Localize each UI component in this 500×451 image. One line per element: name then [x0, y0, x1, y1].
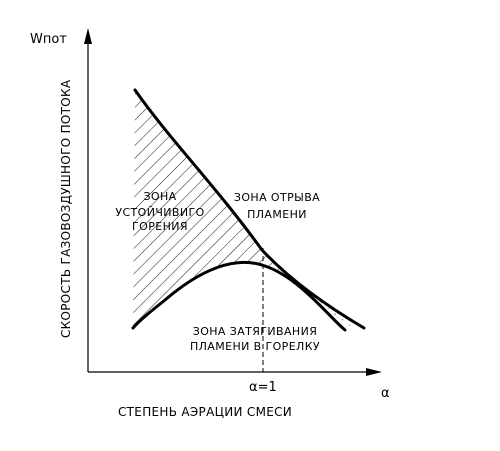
- stable-zone-label: ЗОНА УСТОЙЧИВИГО ГОРЕНИЯ: [115, 190, 204, 233]
- axes: [84, 28, 382, 376]
- stable-zone-line-2: УСТОЙЧИВИГО: [115, 206, 204, 219]
- blowoff-zone-line-1: ЗОНА ОТРЫВА: [234, 191, 320, 204]
- y-axis-arrow: [84, 28, 92, 44]
- x-axis-arrow: [366, 368, 382, 376]
- stable-zone-line-3: ГОРЕНИЯ: [132, 220, 188, 233]
- stable-zone-line-1: ЗОНА: [143, 190, 176, 203]
- alpha-marker-label: α=1: [249, 380, 277, 395]
- flashback-zone-line-2: ПЛАМЕНИ В ГОРЕЛКУ: [190, 340, 320, 353]
- x-axis-symbol: α: [381, 386, 390, 401]
- flashback-zone-line-1: ЗОНА ЗАТЯГИВАНИЯ: [193, 325, 318, 338]
- x-axis-label: СТЕПЕНЬ АЭРАЦИИ СМЕСИ: [118, 405, 292, 419]
- blowoff-zone-line-2: ПЛАМЕНИ: [247, 208, 307, 221]
- flashback-limit-curve: [131, 261, 347, 332]
- y-axis-symbol: Wпот: [30, 32, 67, 47]
- flashback-zone-label: ЗОНА ЗАТЯГИВАНИЯ ПЛАМЕНИ В ГОРЕЛКУ: [190, 325, 320, 353]
- blowoff-limit-curve: [133, 88, 366, 330]
- blowoff-zone-label: ЗОНА ОТРЫВА ПЛАМЕНИ: [234, 191, 320, 221]
- y-axis-label: СКОРОСТЬ ГАЗОВОЗДУШНОГО ПОТОКА: [59, 79, 73, 338]
